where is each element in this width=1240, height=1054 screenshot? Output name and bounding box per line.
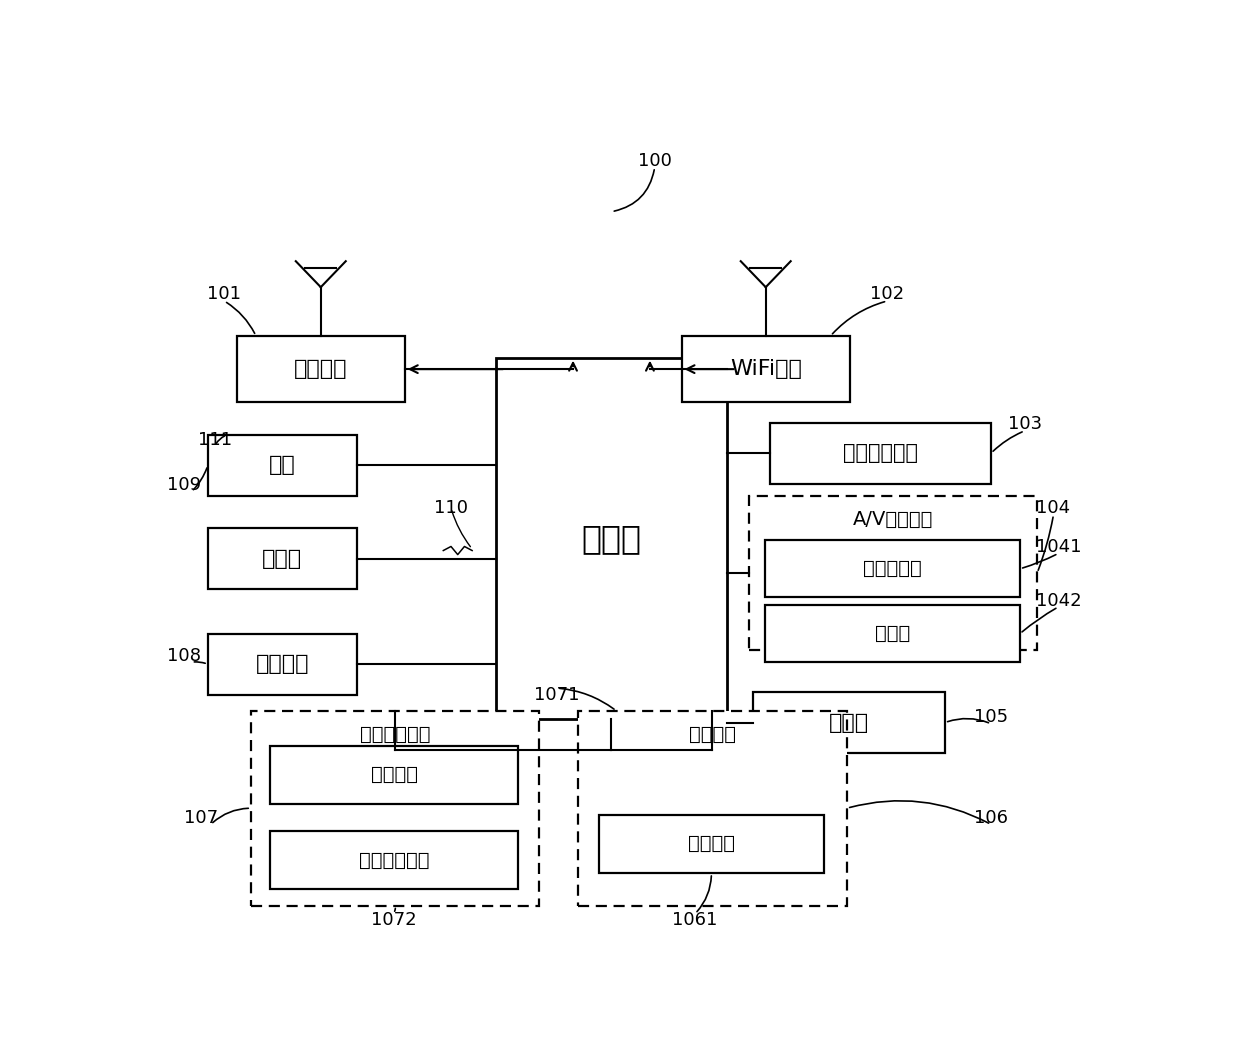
Bar xyxy=(237,336,404,403)
Text: 1042: 1042 xyxy=(1035,592,1081,610)
Bar xyxy=(270,831,518,890)
Text: 显示面板: 显示面板 xyxy=(688,835,735,854)
Text: 音频输出单元: 音频输出单元 xyxy=(843,443,918,463)
Text: WiFi模块: WiFi模块 xyxy=(730,359,801,379)
Text: 电源: 电源 xyxy=(269,455,295,475)
Text: 接口单元: 接口单元 xyxy=(255,655,309,675)
Text: 101: 101 xyxy=(207,286,242,304)
Text: 106: 106 xyxy=(975,809,1008,827)
Text: 1072: 1072 xyxy=(371,912,417,930)
Text: 存储器: 存储器 xyxy=(263,549,303,569)
Text: 108: 108 xyxy=(167,647,201,665)
Text: A/V输入单元: A/V输入单元 xyxy=(853,510,934,529)
Text: 1061: 1061 xyxy=(672,912,718,930)
Text: 111: 111 xyxy=(197,431,232,449)
Text: 105: 105 xyxy=(973,708,1008,726)
Text: 103: 103 xyxy=(1008,415,1042,433)
Bar xyxy=(682,336,849,403)
Bar xyxy=(208,435,357,495)
Bar xyxy=(270,746,518,804)
Text: 射频单元: 射频单元 xyxy=(294,359,347,379)
Text: 110: 110 xyxy=(434,499,467,516)
Bar xyxy=(765,541,1021,598)
Bar xyxy=(749,495,1037,650)
Text: 麦克风: 麦克风 xyxy=(875,624,910,643)
Text: 1071: 1071 xyxy=(534,685,579,704)
Bar xyxy=(770,423,991,484)
Text: 处理器: 处理器 xyxy=(582,522,641,554)
Text: 显示单元: 显示单元 xyxy=(689,725,735,744)
Text: 100: 100 xyxy=(637,152,672,170)
Text: 107: 107 xyxy=(184,809,218,827)
Bar xyxy=(496,357,727,719)
Bar xyxy=(765,605,1021,662)
Text: 用户输入单元: 用户输入单元 xyxy=(360,725,430,744)
Bar xyxy=(599,815,823,873)
Bar xyxy=(250,710,539,905)
Bar xyxy=(578,710,847,905)
Bar xyxy=(753,692,945,753)
Text: 1041: 1041 xyxy=(1035,538,1081,555)
Text: 102: 102 xyxy=(870,286,904,304)
Text: 其他输入设备: 其他输入设备 xyxy=(360,851,429,870)
Text: 图形处理器: 图形处理器 xyxy=(863,560,923,579)
Text: 触控面板: 触控面板 xyxy=(371,765,418,784)
Text: 109: 109 xyxy=(166,476,201,494)
Text: 传感器: 传感器 xyxy=(828,713,869,733)
Text: 104: 104 xyxy=(1037,499,1070,516)
Bar xyxy=(208,528,357,589)
Bar xyxy=(208,633,357,695)
